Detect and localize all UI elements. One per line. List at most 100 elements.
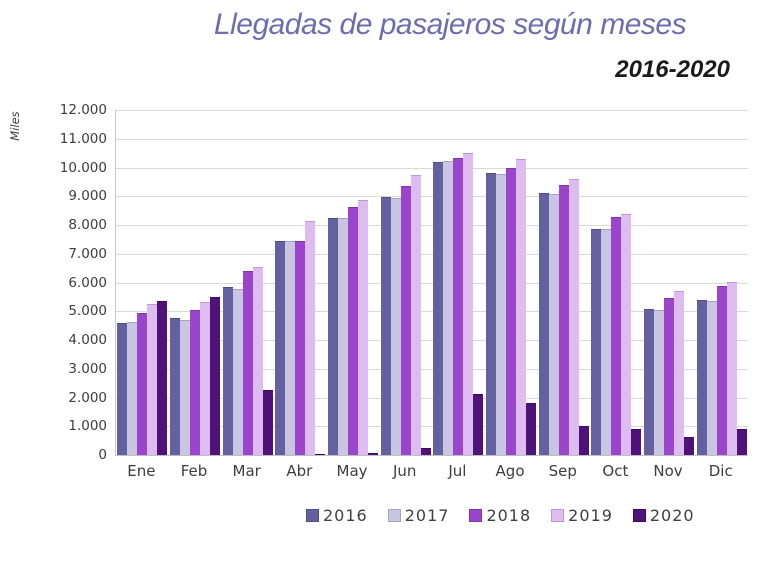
legend-swatch-2018 bbox=[469, 509, 483, 522]
bar-group-ago bbox=[485, 110, 538, 455]
bar-2016-sep bbox=[538, 193, 549, 455]
x-axis-label-ago: Ago bbox=[495, 462, 525, 480]
x-axis-label-sep: Sep bbox=[548, 462, 577, 480]
bar-2020-oct bbox=[631, 429, 642, 455]
bar-2017-ago bbox=[496, 174, 507, 455]
bar-2017-nov bbox=[654, 310, 665, 455]
bar-2020-ago bbox=[526, 403, 537, 455]
bar-2020-dic bbox=[736, 429, 747, 455]
bar-2019-jul bbox=[463, 153, 474, 455]
bar-2020-sep bbox=[578, 426, 589, 455]
x-axis-label-dic: Dic bbox=[708, 462, 733, 480]
gridline bbox=[116, 426, 748, 428]
bar-2018-feb bbox=[190, 310, 200, 455]
y-tick-label: 12.000 bbox=[59, 102, 107, 118]
bar-2018-jun bbox=[400, 186, 411, 455]
bar-2018-abr bbox=[295, 241, 306, 455]
legend-item-2017: 2017 bbox=[387, 506, 450, 525]
bar-2019-ago bbox=[516, 159, 527, 455]
gridline bbox=[116, 196, 748, 198]
gridline bbox=[116, 138, 748, 140]
y-axis-title: Miles bbox=[8, 111, 22, 141]
bar-2017-may bbox=[338, 218, 349, 455]
bar-2018-sep bbox=[558, 185, 569, 455]
y-tick-label: 0 bbox=[98, 447, 107, 463]
bar-2018-dic bbox=[716, 286, 727, 455]
x-axis-label-feb: Feb bbox=[180, 462, 208, 480]
bar-2016-ene bbox=[117, 323, 128, 455]
bar-group-feb bbox=[169, 110, 222, 455]
bar-2020-ene bbox=[157, 301, 168, 455]
y-tick-label: 9.000 bbox=[68, 188, 107, 205]
x-axis-label-jun: Jun bbox=[392, 462, 417, 480]
x-axis-label-mar: Mar bbox=[232, 462, 261, 480]
x-axis-label-oct: Oct bbox=[602, 462, 629, 480]
legend-item-2020: 2020 bbox=[632, 506, 695, 525]
bar-2017-oct bbox=[601, 229, 612, 455]
chart-title: Llegadas de pasajeros según meses bbox=[213, 8, 687, 41]
bar-2018-ago bbox=[506, 168, 517, 455]
x-axis-label-jul: Jul bbox=[448, 462, 467, 480]
bar-2019-abr bbox=[305, 221, 316, 455]
y-tick-label: 2.000 bbox=[68, 389, 107, 406]
bar-2017-abr bbox=[285, 241, 296, 455]
legend-swatch-2016 bbox=[306, 509, 319, 522]
y-tick-label: 11.000 bbox=[59, 130, 107, 147]
y-tick-label: 3.000 bbox=[68, 360, 107, 377]
y-tick-label: 7.000 bbox=[68, 245, 107, 262]
bar-2017-dic bbox=[706, 301, 717, 455]
bar-group-may bbox=[327, 110, 380, 455]
bar-2016-nov bbox=[644, 309, 655, 455]
legend-label-2016: 2016 bbox=[323, 506, 368, 525]
x-axis-labels: Ene Feb Mar Abr May Jun Jul Ago Sep Oct Nov Dic bbox=[115, 462, 747, 480]
bar-2020-abr bbox=[315, 454, 326, 455]
bar-2018-nov bbox=[664, 298, 675, 455]
chart-subtitle: 2016-2020 bbox=[615, 56, 730, 83]
bar-group-sep bbox=[537, 110, 590, 455]
bar-2016-mar bbox=[222, 287, 233, 455]
bar-2019-oct bbox=[621, 214, 632, 455]
legend-label-2019: 2019 bbox=[568, 506, 613, 525]
bar-2016-ago bbox=[486, 173, 497, 455]
x-axis-label-nov: Nov bbox=[653, 462, 683, 480]
y-tick-label: 10.000 bbox=[59, 159, 107, 176]
bar-2017-sep bbox=[548, 194, 559, 455]
bar-2019-dic bbox=[726, 282, 737, 455]
x-axis-label-abr: Abr bbox=[286, 462, 313, 480]
bar-2020-jun bbox=[420, 448, 431, 455]
bar-2020-may bbox=[368, 453, 379, 455]
bar-2019-may bbox=[358, 200, 369, 455]
bar-2018-may bbox=[348, 207, 359, 455]
legend: 2016 2017 2018 2019 2020 bbox=[306, 506, 715, 525]
legend-label-2020: 2020 bbox=[649, 506, 695, 525]
legend-swatch-2019 bbox=[551, 509, 565, 522]
bar-2020-nov bbox=[684, 437, 695, 455]
bar-2017-ene bbox=[127, 322, 138, 455]
bar-2016-may bbox=[328, 218, 339, 455]
legend-swatch-2017 bbox=[387, 509, 401, 522]
gridline bbox=[116, 167, 748, 169]
gridline bbox=[116, 110, 748, 111]
bar-2019-sep bbox=[568, 179, 579, 455]
x-axis-label-ene: Ene bbox=[127, 462, 156, 480]
y-tick-label: 1.000 bbox=[68, 418, 107, 435]
bar-2017-feb bbox=[180, 320, 190, 455]
bar-2018-mar bbox=[242, 271, 253, 455]
bar-2016-feb bbox=[170, 318, 180, 455]
legend-label-2017: 2017 bbox=[404, 506, 450, 525]
bar-2020-jul bbox=[473, 394, 484, 455]
bar-2019-feb bbox=[200, 302, 210, 455]
bar-group-nov bbox=[643, 110, 696, 455]
bar-group-ene bbox=[116, 110, 169, 455]
bar-2018-jul bbox=[453, 158, 464, 455]
plot-area bbox=[115, 110, 748, 456]
bar-2020-mar bbox=[262, 390, 273, 455]
bar-group-dic bbox=[695, 110, 748, 455]
gridline bbox=[116, 368, 748, 370]
bar-group-abr bbox=[274, 110, 327, 455]
legend-label-2018: 2018 bbox=[486, 506, 532, 525]
bar-2019-jun bbox=[410, 175, 421, 455]
bar-2017-jul bbox=[443, 161, 454, 455]
bar-group-oct bbox=[590, 110, 643, 455]
